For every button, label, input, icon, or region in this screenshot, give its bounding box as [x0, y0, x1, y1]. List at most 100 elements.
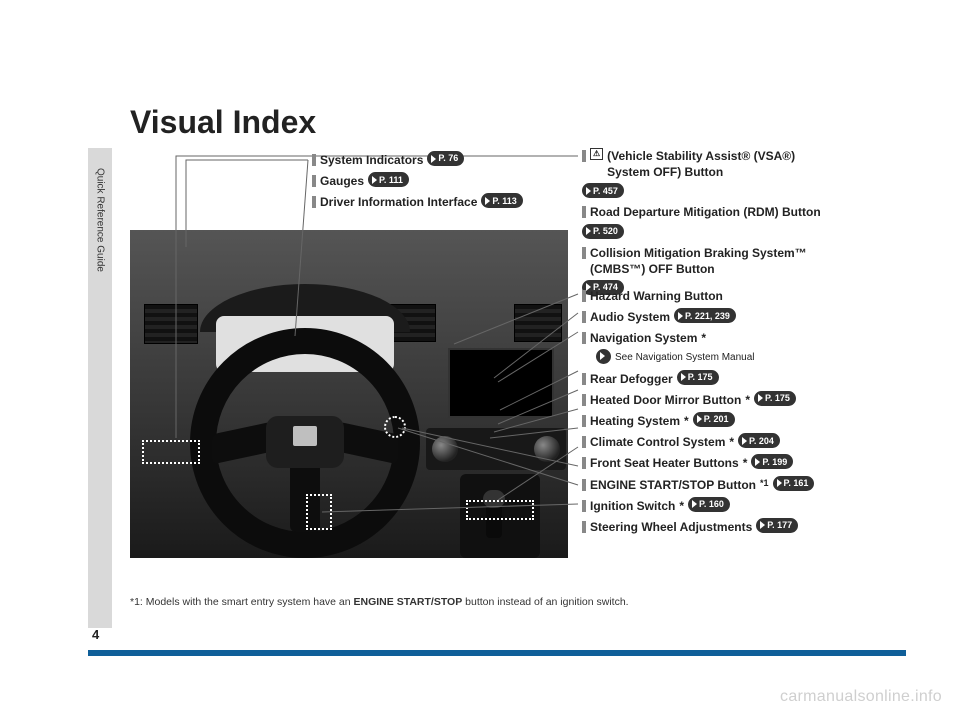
callout-label: Collision Mitigation Braking System™ (CM… — [590, 245, 840, 277]
callout-label: Front Seat Heater Buttons — [590, 455, 739, 471]
bullet-icon — [582, 521, 586, 533]
manual-page: Quick Reference Guide Visual Index — [0, 0, 960, 722]
page-title: Visual Index — [130, 104, 316, 141]
asterisk-icon: * — [701, 330, 706, 346]
page-ref-pill: P. 221, 239 — [674, 308, 736, 323]
callout-item: Rear Defogger P. 175 — [582, 371, 872, 387]
superscript: *1 — [760, 477, 769, 489]
page-ref-pill: P. 113 — [481, 193, 522, 208]
page-ref-pill: P. 457 — [582, 183, 624, 198]
callout-label: Heated Door Mirror Button — [590, 392, 741, 408]
page-ref-text: P. 160 — [699, 498, 724, 510]
asterisk-icon: * — [684, 413, 689, 429]
bullet-icon — [582, 500, 586, 512]
callout-item: Heated Door Mirror Button* P. 175 — [582, 392, 872, 408]
callout-label: (Vehicle Stability Assist® (VSA®) System… — [607, 148, 837, 180]
arrow-icon — [431, 155, 436, 163]
page-ref-text: P. 175 — [688, 371, 713, 383]
page-ref-pill: P. 201 — [693, 412, 735, 427]
bullet-icon — [582, 415, 586, 427]
page-ref-pill: P. 199 — [751, 454, 793, 469]
page-ref-text: P. 201 — [704, 413, 729, 425]
page-ref-text: P. 175 — [765, 392, 790, 404]
bullet-icon — [582, 436, 586, 448]
callout-gauges: Gauges P. 111 — [312, 173, 562, 189]
callout-label: System Indicators — [320, 152, 423, 168]
callout-label: Audio System — [590, 309, 670, 325]
page-ref-pill: P. 175 — [754, 391, 796, 406]
callout-label: Rear Defogger — [590, 371, 673, 387]
watermark-text: carmanualsonline.info — [780, 688, 942, 706]
page-ref-text: P. 204 — [749, 435, 774, 447]
page-ref-pill: P. 204 — [738, 433, 780, 448]
arrow-icon — [777, 479, 782, 487]
side-tab: Quick Reference Guide — [88, 148, 112, 628]
callouts-top: System Indicators P. 76 Gauges P. 111 Dr… — [312, 152, 562, 216]
callout-rdm: Road Departure Mitigation (RDM) Button P… — [582, 204, 862, 239]
climate-knob — [432, 436, 458, 462]
page-ref-text: P. 221, 239 — [685, 310, 730, 322]
callout-label: Ignition Switch — [590, 498, 675, 514]
arrow-icon — [678, 312, 683, 320]
callout-item: Hazard Warning Button — [582, 288, 872, 304]
callout-label: Climate Control System — [590, 434, 725, 450]
bullet-icon — [312, 196, 316, 208]
page-ref-pill: P. 111 — [368, 172, 409, 187]
bullet-icon — [582, 311, 586, 323]
asterisk-icon: * — [745, 392, 750, 408]
callout-item: Ignition Switch* P. 160 — [582, 498, 872, 514]
arrow-icon — [485, 197, 490, 205]
callout-subtext: See Navigation System Manual — [596, 350, 872, 365]
page-ref-pill: P. 177 — [756, 518, 798, 533]
arrow-icon — [681, 373, 686, 381]
page-ref-text: P. 161 — [784, 477, 809, 489]
infotainment-screen — [448, 348, 554, 418]
footnote-prefix: *1: Models with the smart entry system h… — [130, 596, 354, 608]
bullet-icon — [582, 394, 586, 406]
callout-item: Audio System P. 221, 239 — [582, 309, 872, 325]
callouts-right: Hazard Warning Button Audio System P. 221,… — [582, 288, 872, 540]
page-ref-pill: P. 76 — [427, 151, 464, 166]
callout-item: ENGINE START/STOP Button*1P. 161 — [582, 477, 872, 493]
bullet-icon — [582, 247, 586, 259]
arrow-icon — [692, 500, 697, 508]
marker-left-buttons — [142, 440, 200, 464]
air-vent — [144, 304, 198, 344]
asterisk-icon: * — [679, 498, 684, 514]
page-ref-pill: P. 160 — [688, 497, 730, 512]
callout-item: Climate Control System* P. 204 — [582, 434, 872, 450]
page-ref-pill: P. 161 — [773, 476, 815, 491]
arrow-icon — [586, 227, 591, 235]
bullet-icon — [582, 457, 586, 469]
page-number: 4 — [92, 627, 99, 642]
arrow-icon — [758, 394, 763, 402]
callout-driver-info: Driver Information Interface P. 113 — [312, 194, 562, 210]
page-ref-text: P. 199 — [762, 456, 787, 468]
callout-label: Driver Information Interface — [320, 194, 477, 210]
callout-label: Gauges — [320, 173, 364, 189]
arrow-icon — [586, 187, 591, 195]
arrow-icon — [372, 176, 377, 184]
vsa-off-icon: ⚠ — [590, 148, 603, 160]
bullet-icon — [582, 206, 586, 218]
page-ref-text: P. 76 — [438, 152, 458, 164]
callout-label: Hazard Warning Button — [590, 288, 723, 304]
asterisk-icon: * — [729, 434, 734, 450]
page-ref-pill: P. 175 — [677, 370, 719, 385]
page-ref-pill: P. 520 — [582, 224, 624, 239]
page-ref-text: P. 113 — [492, 195, 516, 207]
callout-item: Heating System* P. 201 — [582, 413, 872, 429]
arrow-icon — [760, 521, 765, 529]
footnote: *1: Models with the smart entry system h… — [130, 596, 629, 608]
climate-knob — [534, 436, 560, 462]
page-ref-text: P. 520 — [593, 225, 618, 237]
page-ref-pill — [596, 349, 611, 364]
bullet-icon — [312, 175, 316, 187]
air-vent — [514, 304, 562, 342]
callout-label: Road Departure Mitigation (RDM) Button — [590, 204, 821, 220]
callout-item: Steering Wheel AdjustmentsP. 177 — [582, 519, 872, 535]
bullet-icon — [312, 154, 316, 166]
callout-item: Navigation System* — [582, 330, 872, 346]
callout-label: Heating System — [590, 413, 680, 429]
callout-item: Front Seat Heater Buttons*P. 199 — [582, 455, 872, 471]
